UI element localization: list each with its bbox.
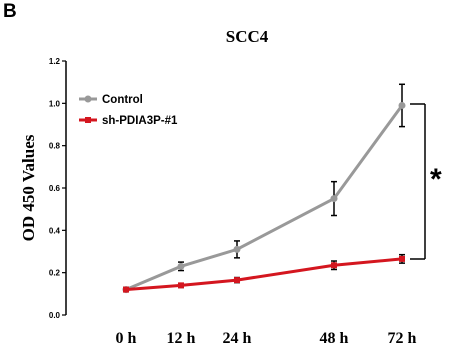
chart-title: SCC4 (226, 27, 269, 46)
legend-marker (85, 117, 91, 123)
legend-marker (84, 95, 92, 103)
data-point (330, 195, 338, 203)
legend-item: Control (79, 94, 143, 106)
data-point (178, 282, 184, 289)
significance-bracket: * (410, 103, 442, 260)
data-point (123, 286, 129, 293)
legend-item: sh-PDIA3P-#1 (79, 115, 178, 127)
data-point (234, 277, 240, 284)
panel-letter: B (3, 1, 17, 22)
x-tick-label: 72 h (388, 330, 417, 347)
x-axis: 0 h 12 h 24 h 48 h 72 h (116, 330, 417, 347)
x-tick-labels: 0 h 12 h 24 h 48 h 72 h (116, 330, 417, 347)
y-tick-label: 0.2 (49, 269, 61, 278)
data-point (233, 245, 241, 253)
y-tick-label: 0.0 (49, 311, 61, 320)
y-tick-label: 0.6 (49, 184, 61, 193)
series-line (125, 257, 403, 292)
y-tick-label: 0.8 (49, 142, 61, 151)
legend-label: Control (102, 94, 143, 106)
y-axis: 0.0 0.2 0.4 0.6 0.8 1.0 1.2 (49, 57, 67, 320)
y-tick-label: 0.4 (49, 226, 61, 235)
x-tick-label: 48 h (320, 330, 349, 347)
y-axis-label: OD 450 Values (19, 134, 38, 241)
legend-label: sh-PDIA3P-#1 (102, 115, 178, 127)
data-point (399, 255, 405, 262)
significance-asterisk: * (430, 163, 442, 196)
x-tick-label: 24 h (223, 330, 252, 347)
data-point (331, 262, 337, 269)
y-ticks: 0.0 0.2 0.4 0.6 0.8 1.0 1.2 (49, 57, 66, 320)
y-tick-label: 1.2 (49, 57, 61, 66)
x-tick-label: 0 h (116, 330, 137, 347)
x-tick-label: 12 h (167, 330, 196, 347)
series-sh-pdia3p (123, 253, 405, 293)
data-point (398, 101, 406, 109)
series-layer (122, 83, 406, 294)
data-point (177, 262, 185, 270)
legend: Control sh-PDIA3P-#1 (79, 94, 178, 127)
y-tick-label: 1.0 (49, 99, 61, 108)
